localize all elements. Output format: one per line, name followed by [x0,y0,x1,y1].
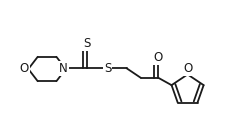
Text: S: S [104,62,111,75]
Text: O: O [154,51,163,64]
Text: O: O [19,63,29,75]
Text: N: N [59,62,68,75]
Text: S: S [83,38,91,51]
Text: O: O [183,62,192,75]
